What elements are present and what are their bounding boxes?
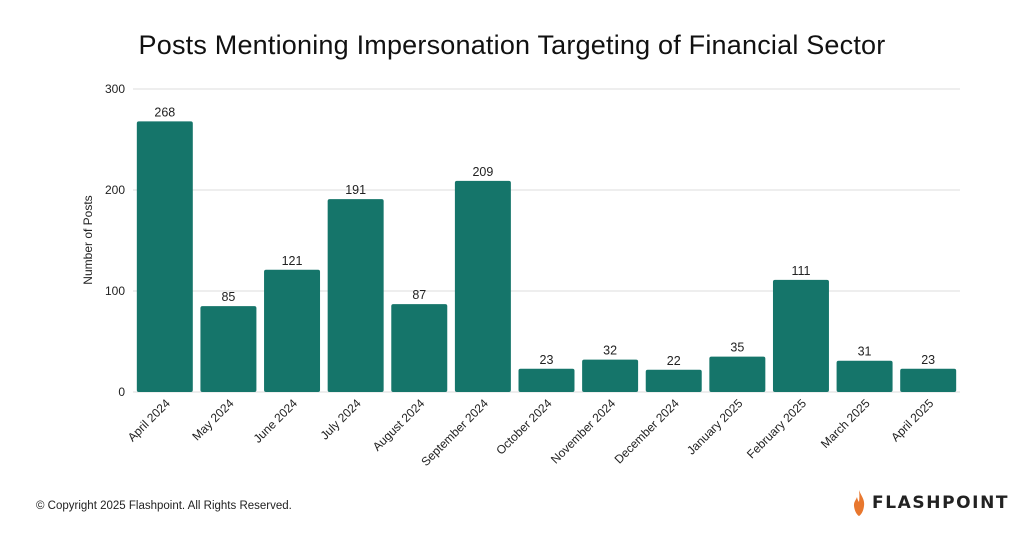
x-tick-label: March 2025	[818, 396, 873, 451]
data-label: 111	[791, 264, 810, 278]
y-tick-label: 100	[105, 284, 125, 298]
data-label: 121	[282, 254, 303, 268]
bar	[772, 279, 829, 392]
x-tick-label: April 2025	[888, 396, 936, 444]
y-tick-label: 0	[118, 385, 125, 399]
bar-chart: 0 100 200 300 Number of Posts 268 85 121 191 87…	[81, 82, 960, 469]
x-tick-label: April 2024	[125, 396, 173, 444]
bar	[136, 121, 193, 392]
bar	[645, 369, 702, 392]
data-labels: 268 85 121 191 87 209 23 32 22 35 111 31 23	[154, 105, 935, 367]
x-axis-ticks: April 2024 May 2024 June 2024 July 2024 Augu…	[125, 396, 937, 469]
x-tick-label: December 2024	[612, 396, 683, 467]
copyright-text: © Copyright 2025 Flashpoint. All Rights …	[36, 500, 292, 512]
gridlines	[133, 88, 960, 393]
data-label: 209	[472, 165, 493, 179]
bar	[836, 360, 893, 392]
x-tick-label: January 2025	[684, 396, 746, 458]
x-tick-label: May 2024	[189, 396, 236, 443]
data-label: 268	[154, 105, 175, 119]
data-label: 31	[858, 345, 872, 359]
bar	[391, 304, 448, 392]
x-tick-label: June 2024	[251, 396, 301, 446]
flashpoint-logo: FLASHPOINT	[852, 488, 1009, 518]
bar	[709, 356, 766, 392]
bar	[264, 269, 321, 392]
x-tick-label: November 2024	[548, 396, 619, 467]
x-tick-label: July 2024	[318, 396, 364, 442]
x-tick-label: August 2024	[370, 396, 428, 454]
data-label: 191	[345, 183, 366, 197]
x-tick-label: September 2024	[418, 396, 491, 469]
bar	[582, 359, 639, 392]
bars	[136, 121, 957, 392]
x-tick-label: February 2025	[744, 396, 809, 461]
data-label: 22	[667, 354, 681, 368]
y-tick-label: 300	[105, 82, 125, 96]
y-axis-ticks: 0 100 200 300	[105, 82, 125, 399]
x-tick-label: October 2024	[493, 396, 555, 458]
bar	[200, 306, 257, 392]
y-axis-label: Number of Posts	[81, 195, 95, 284]
brand-name: FLASHPOINT	[872, 493, 1010, 513]
bar	[454, 180, 511, 392]
chart-title: Posts Mentioning Impersonation Targeting…	[138, 30, 886, 60]
data-label: 87	[412, 288, 426, 302]
bar	[327, 199, 384, 392]
data-label: 23	[921, 353, 935, 367]
bar	[900, 368, 957, 392]
data-label: 23	[540, 353, 554, 367]
data-label: 32	[603, 344, 617, 358]
bar	[518, 368, 575, 392]
data-label: 35	[730, 341, 744, 355]
y-tick-label: 200	[105, 183, 125, 197]
flame-icon	[853, 490, 865, 516]
data-label: 85	[221, 290, 235, 304]
